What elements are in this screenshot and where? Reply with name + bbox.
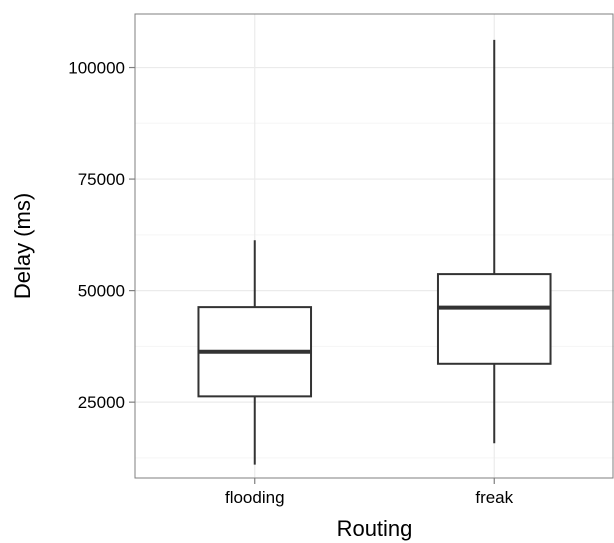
y-tick-label: 25000 bbox=[78, 393, 125, 412]
x-axis-title: Routing bbox=[337, 516, 413, 541]
y-tick-label: 50000 bbox=[78, 282, 125, 301]
box-freak bbox=[436, 39, 552, 444]
box-layer bbox=[197, 39, 552, 465]
x-tick-label: flooding bbox=[225, 488, 285, 507]
panel-border bbox=[134, 13, 614, 479]
box-iqr bbox=[436, 273, 552, 365]
y-tick-label: 100000 bbox=[68, 59, 125, 78]
y-tick-label: 75000 bbox=[78, 170, 125, 189]
tick-layer: 25000 50000 75000 100000 flooding freak bbox=[68, 59, 513, 507]
grid-lines bbox=[135, 14, 614, 478]
box-flooding bbox=[197, 240, 313, 465]
x-tick-label: freak bbox=[475, 488, 513, 507]
y-axis-title: Delay (ms) bbox=[10, 193, 35, 299]
